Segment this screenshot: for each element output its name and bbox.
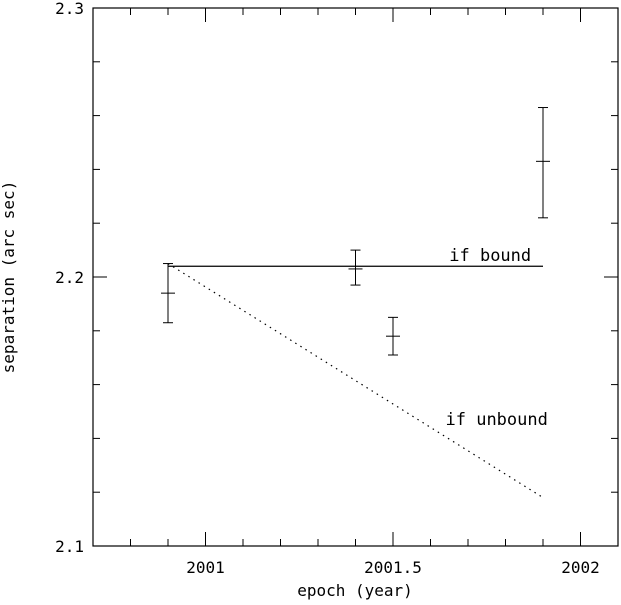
y-tick-labels: 2.1 2.2 2.3 (55, 0, 84, 556)
annotations: if bound if unbound (446, 246, 548, 430)
y-tick-label: 2.3 (55, 0, 84, 18)
annotation-label: if unbound (446, 410, 548, 430)
unbound-line (167, 263, 544, 499)
data-point (536, 107, 550, 219)
y-axis-label: separation (arc sec) (0, 181, 18, 374)
model-lines (167, 263, 544, 499)
y-tick-label: 2.1 (55, 537, 84, 556)
data-point (161, 263, 175, 324)
data-point (386, 316, 400, 356)
x-tick-label: 2001 (186, 558, 225, 577)
x-tick-label: 2001.5 (364, 558, 422, 577)
data-points (161, 107, 550, 356)
x-tick-label: 2002 (561, 558, 600, 577)
x-tick-labels: 2001 2001.5 2002 (186, 558, 600, 577)
axis-ticks (92, 7, 619, 547)
annotation-label: if bound (449, 246, 531, 266)
x-axis-label: epoch (year) (297, 581, 413, 600)
y-tick-label: 2.2 (55, 268, 84, 287)
data-point (348, 249, 363, 286)
